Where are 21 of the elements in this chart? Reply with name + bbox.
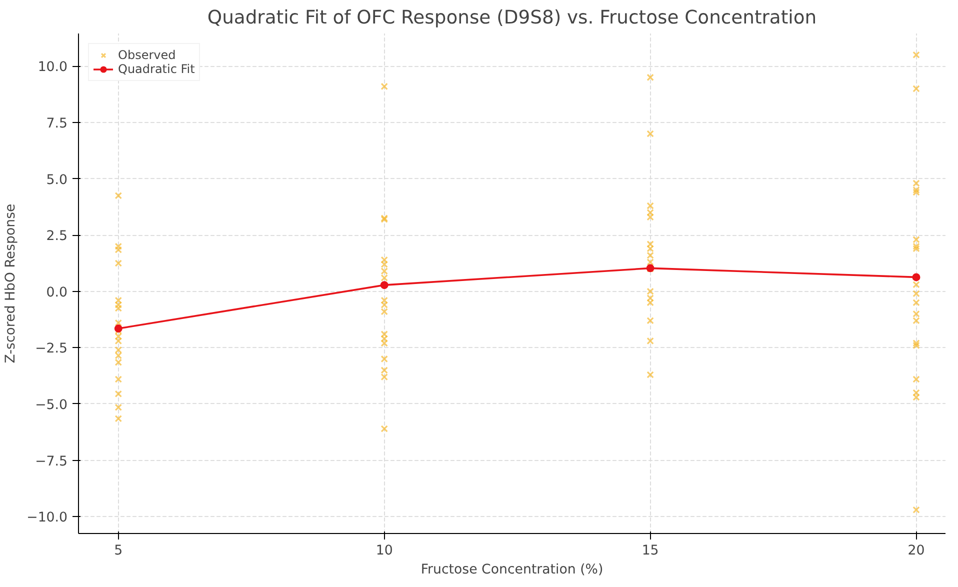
point [380, 281, 388, 290]
x-axis-title: Fructose Concentration (%) [420, 562, 604, 578]
point [114, 324, 122, 333]
point [912, 273, 920, 282]
x-tick-label: 10 [376, 544, 393, 558]
y-tick-label: −7.5 [35, 454, 68, 470]
legend-label: Quadratic Fit [118, 62, 195, 76]
x-tick-label: 20 [908, 544, 925, 558]
x-tick-label: 15 [642, 544, 659, 558]
y-tick-label: 10.0 [38, 60, 68, 76]
y-tick-label: −5.0 [35, 398, 68, 413]
y-tick-label: 7.5 [46, 116, 68, 132]
y-tick-label: −10.0 [26, 510, 68, 526]
x-tick-label: 5 [114, 544, 123, 558]
y-tick-label: 0.0 [46, 285, 68, 300]
y-tick-label: 2.5 [46, 229, 68, 244]
y-tick-label: 5.0 [46, 172, 68, 188]
y-tick-label: −2.5 [35, 342, 68, 357]
y-axis-title: Z-scored HbO Response [4, 204, 19, 364]
chart-title: Quadratic Fit of OFC Response (D9S8) vs. Fructose Concentration [207, 8, 817, 28]
legend-label: Observed [118, 48, 176, 62]
